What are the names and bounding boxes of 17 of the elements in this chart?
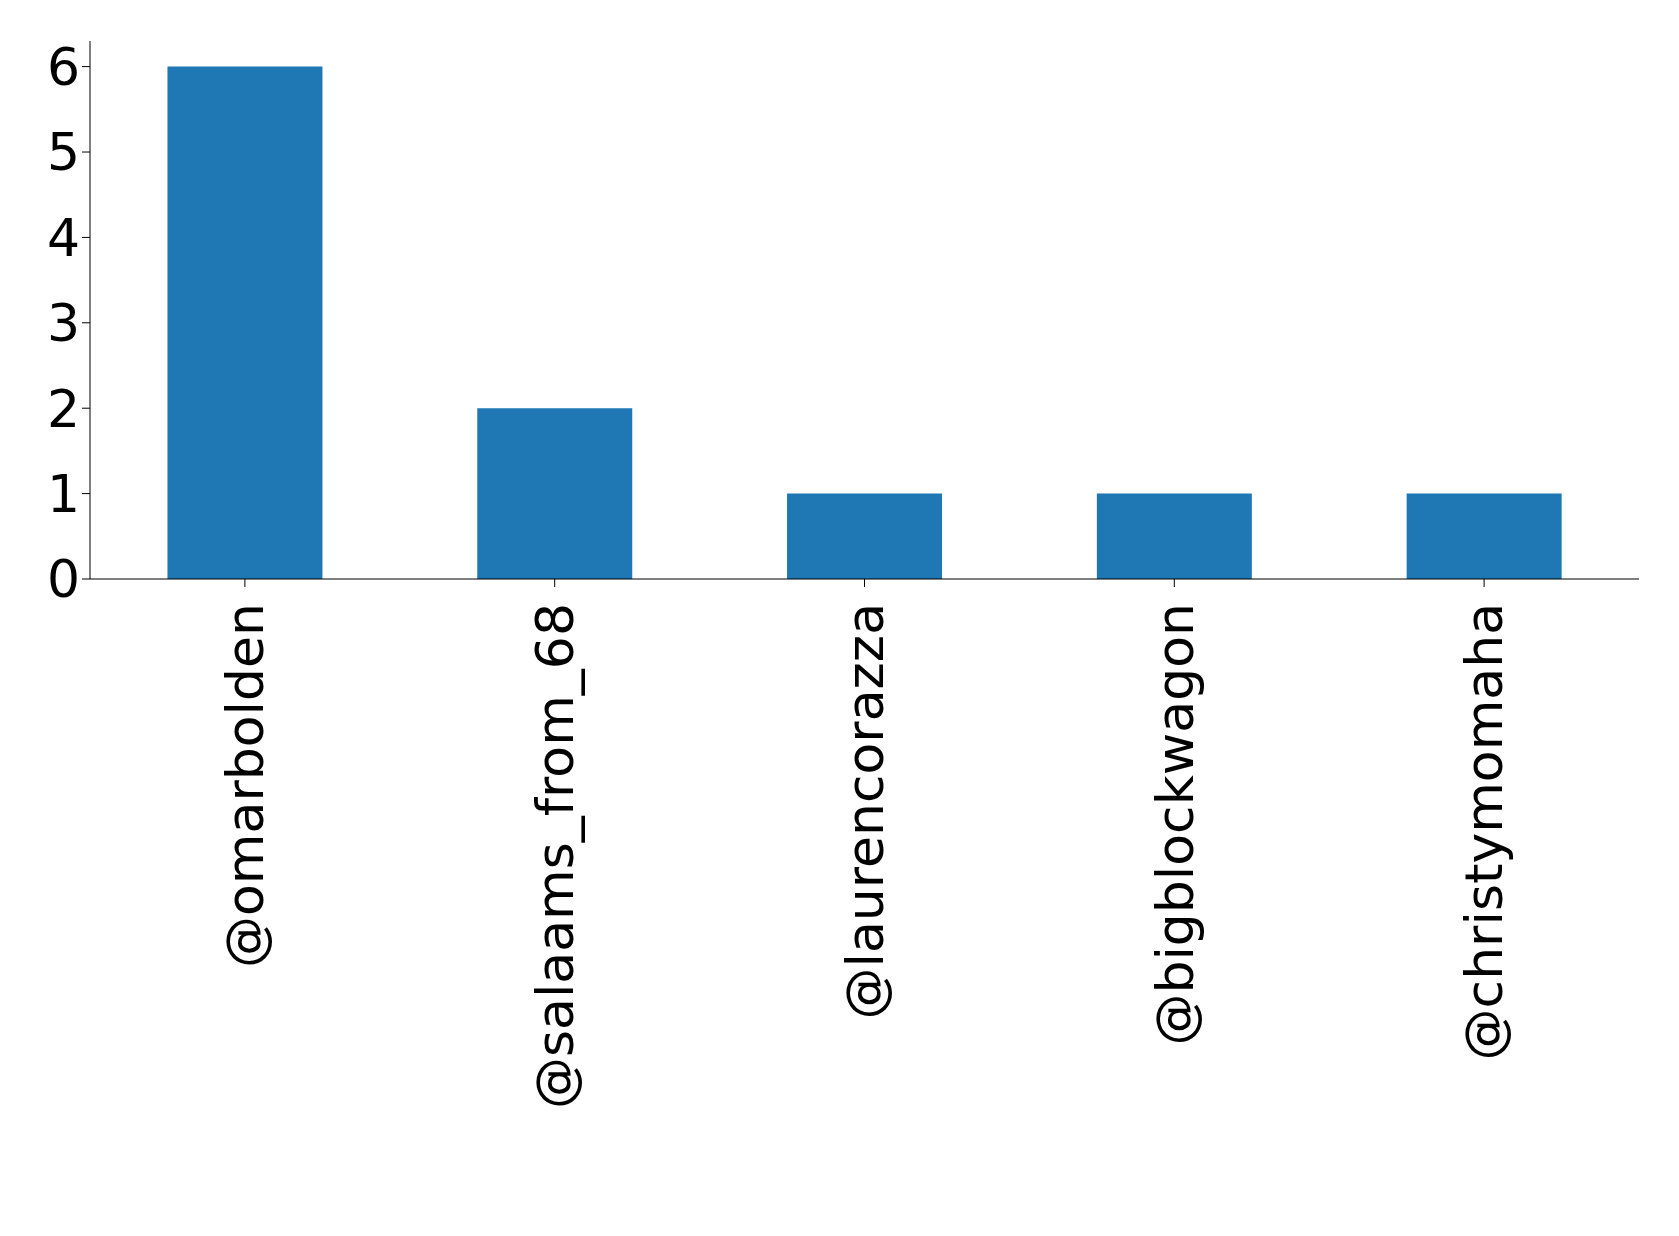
y-tick-label: 5 (46, 122, 80, 183)
x-tick-label: @omarbolden (215, 603, 276, 968)
y-tick-label: 0 (46, 549, 80, 610)
y-tick-label: 6 (46, 37, 80, 98)
bar (787, 493, 943, 579)
x-tick-label: @christymomaha (1454, 603, 1515, 1061)
x-tick-label: @salaams_from_68 (524, 603, 585, 1110)
x-tick-label: @laurencorazza (834, 603, 895, 1020)
y-tick-label: 4 (46, 207, 80, 268)
bar (1406, 493, 1562, 579)
bar (1096, 493, 1252, 579)
y-tick-label: 2 (46, 378, 80, 439)
x-tick-label: @bigblockwagon (1144, 603, 1205, 1046)
y-tick-label: 3 (46, 293, 80, 354)
bar (167, 66, 323, 579)
y-tick-label: 1 (46, 464, 80, 525)
bar (477, 408, 633, 579)
